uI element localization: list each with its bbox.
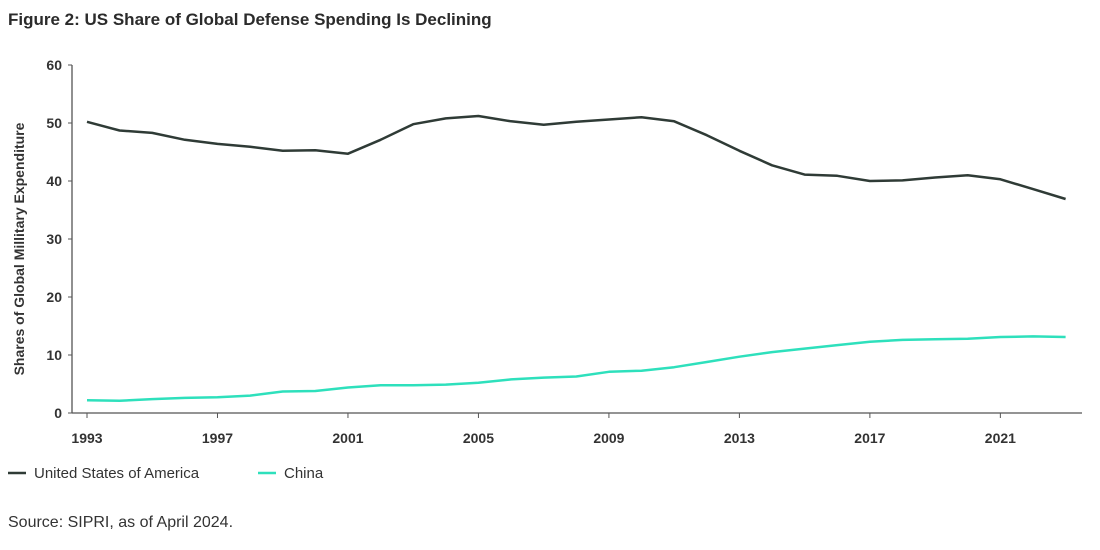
series-line-usa [86, 114, 1066, 201]
y-axis-label: Shares of Global Millitary Expenditure [11, 122, 27, 375]
x-tick-label: 2017 [854, 430, 885, 446]
y-tick-label: 10 [46, 347, 62, 363]
x-tick-label: 2013 [724, 430, 755, 446]
chart-title: Figure 2: US Share of Global Defense Spe… [8, 10, 492, 29]
y-tick-label: 20 [46, 289, 62, 305]
x-tick-label: 1993 [71, 430, 102, 446]
x-tick-label: 1997 [202, 430, 233, 446]
x-tick-label: 2021 [985, 430, 1016, 446]
x-tick-label: 2005 [463, 430, 494, 446]
source-note: Source: SIPRI, as of April 2024. [8, 514, 234, 531]
y-tick-label: 50 [46, 115, 62, 131]
legend-label: United States of America [34, 465, 200, 482]
x-tick-label: 2009 [593, 430, 624, 446]
y-tick-label: 60 [46, 57, 62, 73]
y-tick-label: 40 [46, 173, 62, 189]
x-tick-label: 2001 [332, 430, 363, 446]
legend-label: China [284, 465, 324, 482]
y-tick-label: 0 [54, 405, 62, 421]
series-line-china [86, 335, 1066, 403]
y-tick-label: 30 [46, 231, 62, 247]
